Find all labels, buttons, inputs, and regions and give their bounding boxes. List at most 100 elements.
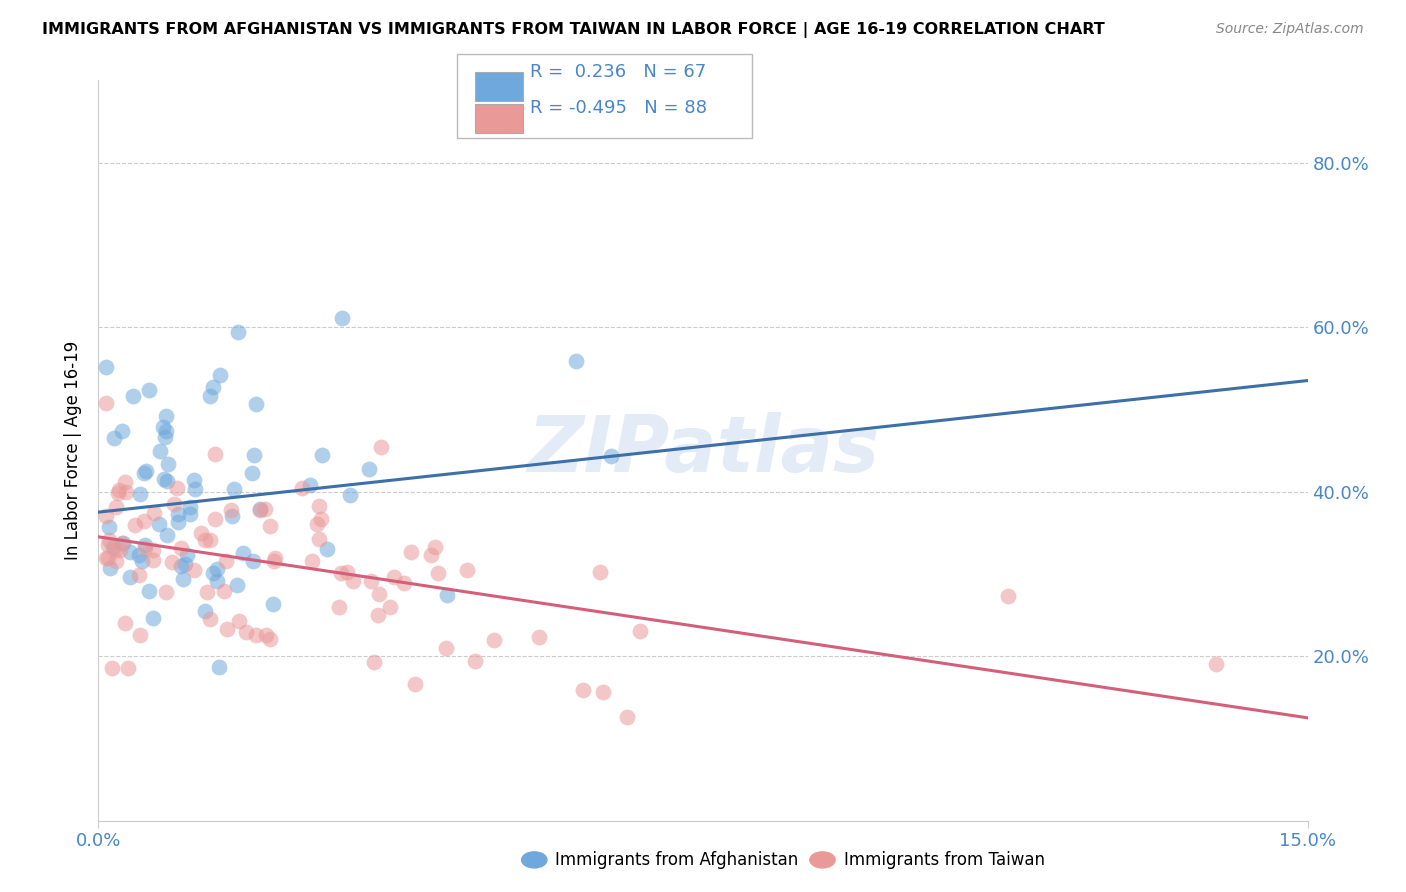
Point [134,541,156,555]
Point [360,574,382,588]
Point [232,546,254,560]
Point [249,501,271,516]
Text: R = -0.495   N = 88: R = -0.495 N = 88 [530,99,707,117]
Point [565,354,588,368]
Point [104,543,127,558]
Point [367,608,389,623]
Point [262,597,284,611]
Point [245,628,267,642]
Point [209,368,232,383]
Point [202,566,225,581]
Point [256,628,278,642]
Point [200,533,222,547]
Point [219,502,242,516]
Point [259,632,281,646]
Point [263,553,285,567]
Point [436,588,458,602]
Point [103,540,125,554]
Point [96,508,118,523]
Point [259,519,281,533]
Point [198,612,221,626]
Point [464,654,486,668]
Point [134,539,156,553]
Point [152,420,174,434]
Point [359,462,381,476]
Point [170,559,193,574]
Point [529,630,551,644]
Point [225,578,247,592]
Point [118,570,141,584]
Point [404,677,426,691]
Point [167,507,190,521]
Point [114,615,136,630]
Point [138,583,160,598]
Point [195,585,218,599]
Point [184,483,207,497]
Point [336,566,359,580]
Point [242,554,264,568]
Point [228,614,250,628]
Point [104,500,127,515]
Point [482,632,505,647]
Y-axis label: In Labor Force | Age 16-19: In Labor Force | Age 16-19 [65,341,83,560]
Point [135,464,157,478]
Point [305,517,328,532]
Point [97,551,120,566]
Point [399,545,422,559]
Point [107,483,129,498]
Point [342,574,364,589]
Text: Immigrants from Taiwan: Immigrants from Taiwan [844,851,1045,869]
Point [132,514,155,528]
Point [299,478,322,492]
Point [329,566,352,581]
Point [572,682,595,697]
Point [339,488,361,502]
Point [1205,657,1227,671]
Point [97,533,120,548]
Point [616,709,638,723]
Text: IMMIGRANTS FROM AFGHANISTAN VS IMMIGRANTS FROM TAIWAN IN LABOR FORCE | AGE 16-19: IMMIGRANTS FROM AFGHANISTAN VS IMMIGRANT… [42,22,1105,38]
Point [328,599,350,614]
Point [156,474,179,488]
Point [149,444,172,458]
Point [129,628,152,642]
Point [198,388,221,402]
Point [368,587,391,601]
Point [96,396,118,410]
Point [170,541,193,556]
Point [118,545,141,559]
Point [592,684,614,698]
Point [128,549,150,563]
Point [172,572,194,586]
Point [117,661,139,675]
Point [148,516,170,531]
Point [212,583,235,598]
Point [190,526,212,541]
Point [588,565,610,579]
Text: Source: ZipAtlas.com: Source: ZipAtlas.com [1216,22,1364,37]
Point [98,560,121,574]
Point [143,506,166,520]
Point [194,533,217,548]
Point [370,440,392,454]
Point [157,457,180,471]
Point [419,549,441,563]
Point [96,550,118,565]
Point [105,554,128,568]
Point [204,447,226,461]
Point [142,553,165,567]
Point [179,500,201,515]
Point [316,541,339,556]
Point [114,475,136,490]
Point [221,509,243,524]
Point [311,448,333,462]
Text: ZIPatlas: ZIPatlas [527,412,879,489]
Point [291,481,314,495]
Point [456,563,478,577]
Point [163,497,186,511]
Point [394,576,416,591]
Point [249,503,271,517]
Point [201,380,224,394]
Point [245,397,267,411]
Point [253,502,276,516]
